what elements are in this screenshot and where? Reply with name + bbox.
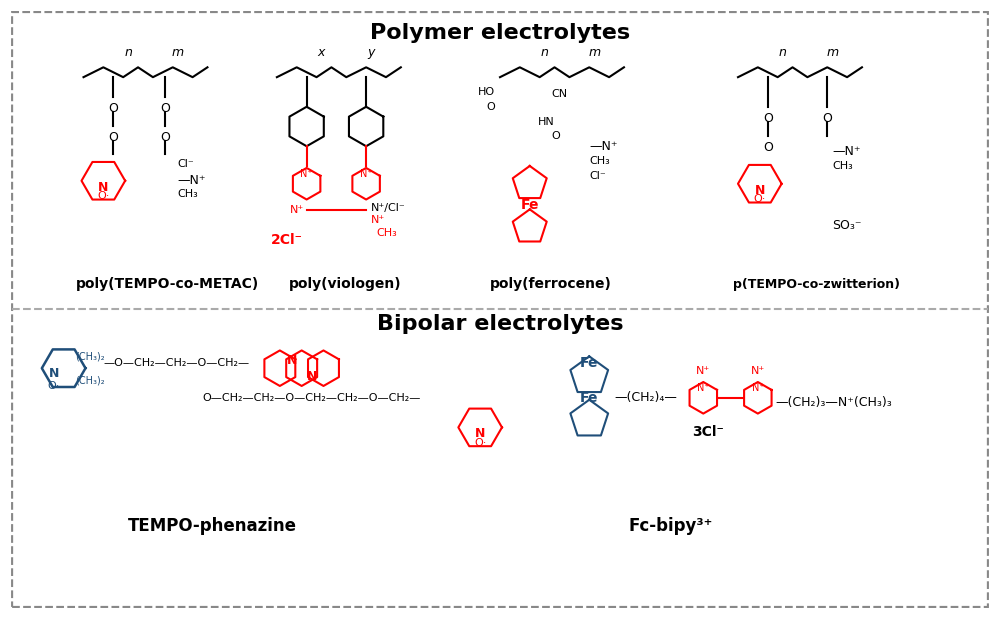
Text: n: n [779, 46, 787, 59]
Text: CN: CN [551, 89, 568, 99]
Text: HN: HN [538, 116, 554, 127]
Text: N: N [306, 370, 317, 383]
Text: N⁺: N⁺ [751, 366, 765, 376]
Text: p(TEMPO-co-zwitterion): p(TEMPO-co-zwitterion) [733, 278, 900, 291]
Text: —O—CH₂—CH₂—O—CH₂—: —O—CH₂—CH₂—O—CH₂— [103, 358, 249, 368]
Text: O: O [160, 131, 170, 144]
FancyBboxPatch shape [12, 12, 988, 607]
Text: Fe: Fe [580, 391, 598, 405]
Text: poly(viologen): poly(viologen) [289, 277, 401, 292]
Text: n: n [124, 46, 132, 59]
Text: N: N [49, 366, 59, 379]
Text: O·: O· [48, 381, 60, 391]
Text: y: y [367, 46, 375, 59]
Text: m: m [172, 46, 184, 59]
Text: —N⁺: —N⁺ [832, 145, 861, 158]
Text: O·: O· [97, 191, 110, 201]
Text: O: O [108, 102, 118, 115]
Text: O·: O· [754, 194, 766, 204]
Text: x: x [318, 46, 325, 59]
Text: O: O [763, 111, 773, 124]
Text: N⁺: N⁺ [300, 169, 313, 180]
Text: Fe: Fe [520, 199, 539, 212]
Text: N⁺: N⁺ [697, 383, 710, 393]
Text: poly(ferrocene): poly(ferrocene) [490, 277, 612, 292]
Text: m: m [826, 46, 838, 59]
Text: CH₃: CH₃ [832, 161, 853, 171]
Text: 3Cl⁻: 3Cl⁻ [692, 425, 724, 439]
Text: N⁺: N⁺ [290, 206, 304, 215]
Text: O: O [160, 102, 170, 115]
Text: N⁺: N⁺ [696, 366, 710, 376]
Text: N⁺/Cl⁻: N⁺/Cl⁻ [371, 204, 406, 214]
Text: O: O [552, 131, 560, 141]
Text: —N⁺: —N⁺ [178, 175, 206, 188]
Text: Fe: Fe [580, 357, 598, 370]
Text: Polymer electrolytes: Polymer electrolytes [370, 23, 630, 43]
Text: O: O [763, 141, 773, 154]
Text: N⁺: N⁺ [371, 215, 385, 225]
Text: O·: O· [474, 438, 486, 448]
Text: O: O [486, 102, 495, 112]
Text: TEMPO-phenazine: TEMPO-phenazine [128, 517, 297, 535]
Text: n: n [541, 46, 549, 59]
Text: N: N [755, 184, 765, 197]
Text: O—CH₂—CH₂—O—CH₂—CH₂—O—CH₂—: O—CH₂—CH₂—O—CH₂—CH₂—O—CH₂— [203, 393, 421, 403]
Text: CH₃: CH₃ [178, 189, 198, 199]
Text: SO₃⁻: SO₃⁻ [832, 219, 862, 232]
Text: O: O [822, 111, 832, 124]
Text: N: N [287, 354, 297, 367]
Text: (CH₃)₂: (CH₃)₂ [76, 375, 105, 385]
Text: N: N [98, 181, 109, 194]
Text: Cl⁻: Cl⁻ [589, 171, 606, 181]
Text: —N⁺: —N⁺ [589, 140, 618, 153]
Text: —(CH₂)₄—: —(CH₂)₄— [614, 391, 677, 404]
Text: HO: HO [478, 87, 495, 97]
Text: m: m [588, 46, 600, 59]
Text: (CH₃)₂: (CH₃)₂ [76, 352, 105, 361]
Text: N⁺: N⁺ [752, 383, 764, 393]
Text: N: N [475, 427, 485, 440]
Text: CH₃: CH₃ [589, 156, 610, 166]
Text: —(CH₂)₃—N⁺(CH₃)₃: —(CH₂)₃—N⁺(CH₃)₃ [776, 396, 892, 409]
Text: N⁺: N⁺ [360, 169, 372, 180]
Text: CH₃: CH₃ [376, 228, 397, 238]
Text: Bipolar electrolytes: Bipolar electrolytes [377, 314, 623, 334]
Text: Fc-bipy³⁺: Fc-bipy³⁺ [629, 517, 713, 535]
Text: 2Cl⁻: 2Cl⁻ [271, 233, 303, 247]
Text: O: O [108, 131, 118, 144]
Text: poly(TEMPO-co-METAC): poly(TEMPO-co-METAC) [76, 277, 259, 292]
Text: Cl⁻: Cl⁻ [178, 159, 194, 169]
